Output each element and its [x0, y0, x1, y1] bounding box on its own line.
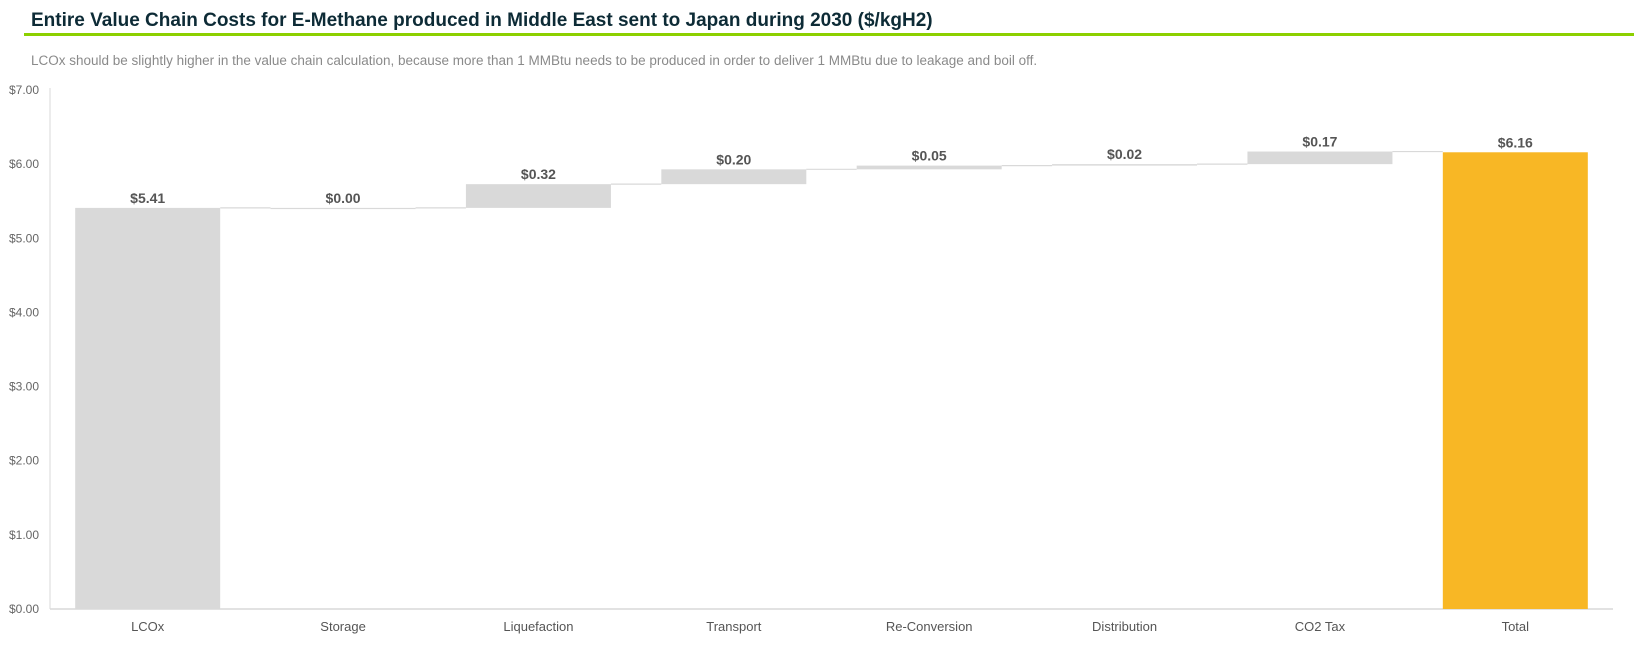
- x-category-label: Re-Conversion: [886, 619, 973, 634]
- data-label: $0.32: [521, 166, 556, 182]
- y-tick-label: $3.00: [9, 380, 39, 394]
- data-label: $0.17: [1302, 134, 1337, 150]
- chart-title: Entire Value Chain Costs for E-Methane p…: [31, 10, 933, 31]
- x-category-label: LCOx: [131, 619, 165, 634]
- y-tick-label: $6.00: [9, 157, 39, 171]
- x-category-label: Transport: [706, 619, 762, 634]
- data-label: $0.00: [326, 190, 361, 206]
- bar-distribution: [1052, 164, 1198, 166]
- data-label: $0.05: [912, 148, 947, 164]
- x-category-label: Distribution: [1092, 619, 1157, 634]
- bar-total: [1442, 152, 1588, 609]
- bar-liquefaction: [465, 184, 611, 208]
- y-tick-label: $7.00: [9, 83, 39, 97]
- y-tick-label: $5.00: [9, 231, 39, 245]
- data-label: $0.20: [716, 151, 751, 167]
- y-tick-label: $4.00: [9, 305, 39, 319]
- data-label: $0.02: [1107, 146, 1142, 162]
- x-category-label: CO2 Tax: [1295, 619, 1346, 634]
- y-tick-label: $1.00: [9, 528, 39, 542]
- title-underline: [24, 33, 1634, 36]
- x-category-label: Storage: [320, 619, 366, 634]
- data-label: $6.16: [1498, 134, 1533, 150]
- data-label: $5.41: [130, 190, 165, 206]
- bar-co2-tax: [1247, 151, 1393, 165]
- y-tick-label: $0.00: [9, 602, 39, 616]
- x-category-label: Liquefaction: [503, 619, 573, 634]
- bar-transport: [661, 169, 807, 185]
- chart-subtitle: LCOx should be slightly higher in the va…: [31, 53, 1038, 68]
- y-tick-label: $2.00: [9, 454, 39, 468]
- bar-re-conversion: [856, 165, 1002, 170]
- bar-storage: [270, 207, 416, 210]
- x-category-label: Total: [1502, 619, 1530, 634]
- bar-lcox: [75, 207, 221, 609]
